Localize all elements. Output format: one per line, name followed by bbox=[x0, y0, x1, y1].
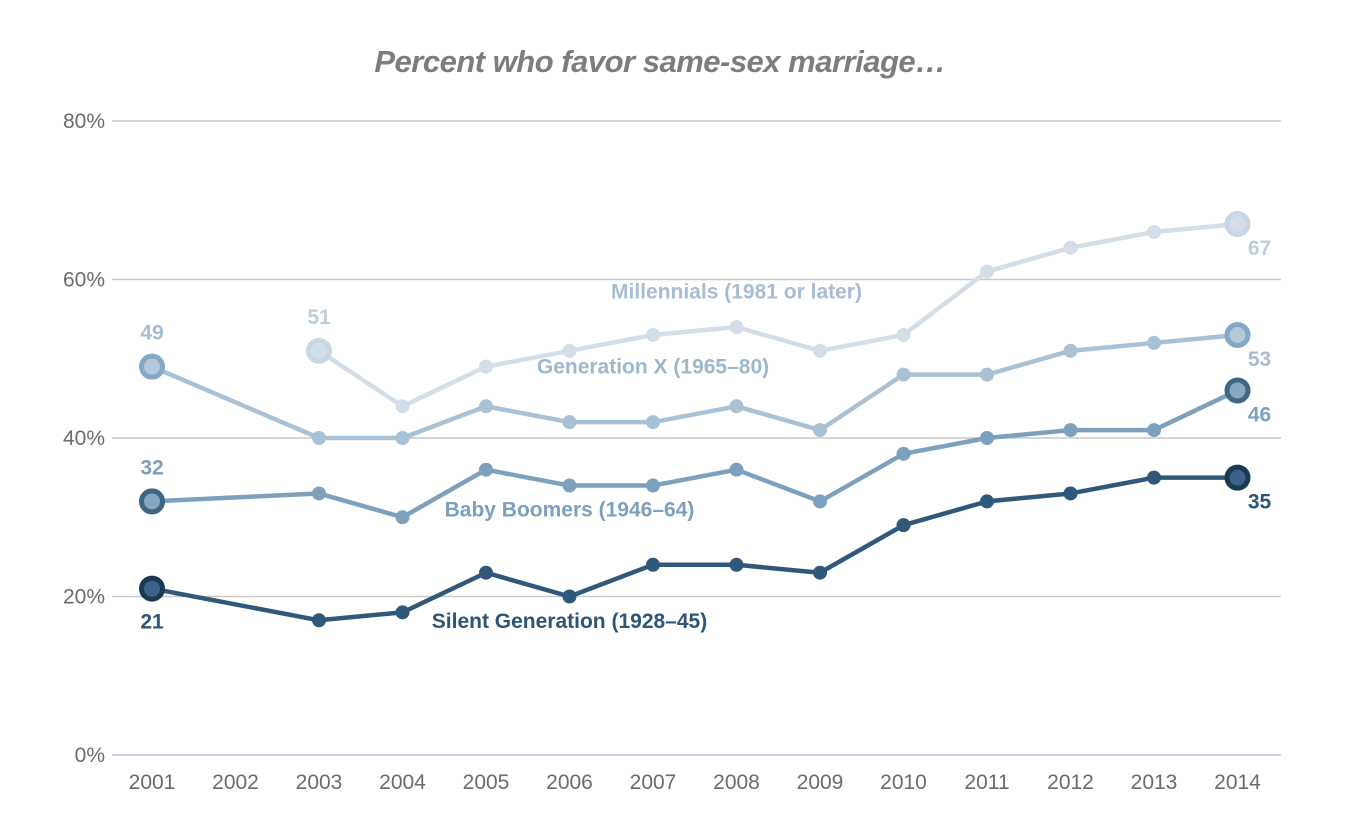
data-point-endpoint bbox=[1224, 377, 1251, 404]
data-point bbox=[562, 478, 577, 493]
data-point bbox=[1147, 335, 1161, 350]
x-axis-tick-label: 2003 bbox=[296, 771, 343, 794]
data-point bbox=[896, 327, 911, 342]
value-label: 32 bbox=[140, 456, 163, 479]
data-point bbox=[896, 367, 911, 382]
data-point bbox=[729, 320, 744, 335]
value-label: 46 bbox=[1248, 403, 1271, 426]
data-point-endpoint bbox=[1224, 211, 1251, 238]
data-point bbox=[646, 478, 660, 493]
data-point-endpoint bbox=[139, 488, 165, 515]
x-axis-tick-label: 2009 bbox=[797, 771, 844, 794]
data-point bbox=[312, 486, 326, 501]
y-axis-tick-label: 20% bbox=[63, 586, 105, 609]
value-label: 21 bbox=[140, 611, 164, 634]
y-axis-tick-label: 80% bbox=[63, 110, 105, 133]
series-line bbox=[316, 221, 1240, 409]
data-point bbox=[479, 399, 493, 414]
data-point-endpoint bbox=[139, 353, 165, 380]
data-point bbox=[395, 431, 410, 445]
data-point bbox=[729, 399, 744, 414]
data-point bbox=[562, 589, 577, 604]
data-point-endpoint bbox=[1224, 464, 1251, 491]
data-point bbox=[1147, 224, 1161, 239]
data-point bbox=[813, 343, 827, 358]
data-point bbox=[646, 415, 660, 430]
chart-title: Percent who favor same-sex marriage… bbox=[374, 44, 946, 79]
data-point bbox=[1063, 240, 1078, 255]
value-label: 49 bbox=[140, 322, 163, 345]
value-label: 67 bbox=[1248, 237, 1271, 260]
data-point bbox=[813, 565, 827, 580]
data-point bbox=[896, 446, 911, 461]
data-point bbox=[896, 518, 911, 533]
x-axis-tick-label: 2012 bbox=[1047, 771, 1094, 794]
series-label: Silent Generation (1928–45) bbox=[432, 610, 707, 633]
data-point bbox=[729, 557, 744, 572]
data-point bbox=[813, 423, 827, 438]
data-point bbox=[980, 431, 994, 445]
data-point bbox=[729, 462, 744, 477]
data-point bbox=[395, 510, 410, 525]
x-axis-tick-label: 2002 bbox=[212, 771, 259, 794]
value-label: 51 bbox=[307, 306, 331, 329]
series-label: Millennials (1981 or later) bbox=[611, 280, 862, 303]
data-point bbox=[479, 565, 493, 580]
data-point-endpoint bbox=[1224, 321, 1251, 348]
x-axis-tick-label: 2011 bbox=[964, 771, 1009, 794]
x-axis-tick-label: 2008 bbox=[713, 771, 760, 794]
data-point bbox=[980, 264, 994, 279]
x-axis-tick-label: 2013 bbox=[1131, 771, 1178, 794]
data-point bbox=[562, 415, 577, 430]
x-axis-tick-label: 2006 bbox=[546, 771, 593, 794]
data-point bbox=[980, 367, 994, 382]
data-point bbox=[646, 327, 660, 342]
y-axis-tick-label: 0% bbox=[75, 744, 105, 767]
data-point bbox=[1147, 470, 1161, 485]
data-point bbox=[312, 431, 326, 445]
data-point bbox=[813, 494, 827, 509]
y-axis-tick-label: 40% bbox=[63, 427, 105, 450]
y-axis-tick-label: 60% bbox=[63, 269, 105, 292]
data-point bbox=[312, 613, 326, 628]
series-label: Baby Boomers (1946–64) bbox=[445, 498, 695, 521]
data-point bbox=[1063, 486, 1078, 501]
data-point bbox=[980, 494, 994, 509]
x-axis-tick-label: 2005 bbox=[463, 771, 510, 794]
x-axis-tick-label: 2010 bbox=[880, 771, 927, 794]
data-point bbox=[1147, 423, 1161, 438]
data-point bbox=[1063, 343, 1078, 358]
x-axis-tick-label: 2004 bbox=[379, 771, 426, 794]
data-point bbox=[646, 557, 660, 572]
data-point bbox=[1063, 423, 1078, 438]
data-point-endpoint bbox=[139, 575, 165, 602]
value-label: 53 bbox=[1248, 348, 1271, 371]
data-point bbox=[562, 343, 577, 358]
data-point-endpoint bbox=[306, 337, 332, 364]
data-point bbox=[479, 462, 493, 477]
data-point bbox=[395, 399, 410, 414]
value-label: 35 bbox=[1248, 491, 1272, 514]
x-axis-tick-label: 2001 bbox=[129, 771, 176, 794]
data-point bbox=[395, 605, 410, 620]
data-point bbox=[479, 359, 493, 374]
x-axis-tick-label: 2007 bbox=[630, 771, 677, 794]
series-label: Generation X (1965–80) bbox=[537, 356, 769, 379]
x-axis-tick-label: 2014 bbox=[1214, 771, 1261, 794]
